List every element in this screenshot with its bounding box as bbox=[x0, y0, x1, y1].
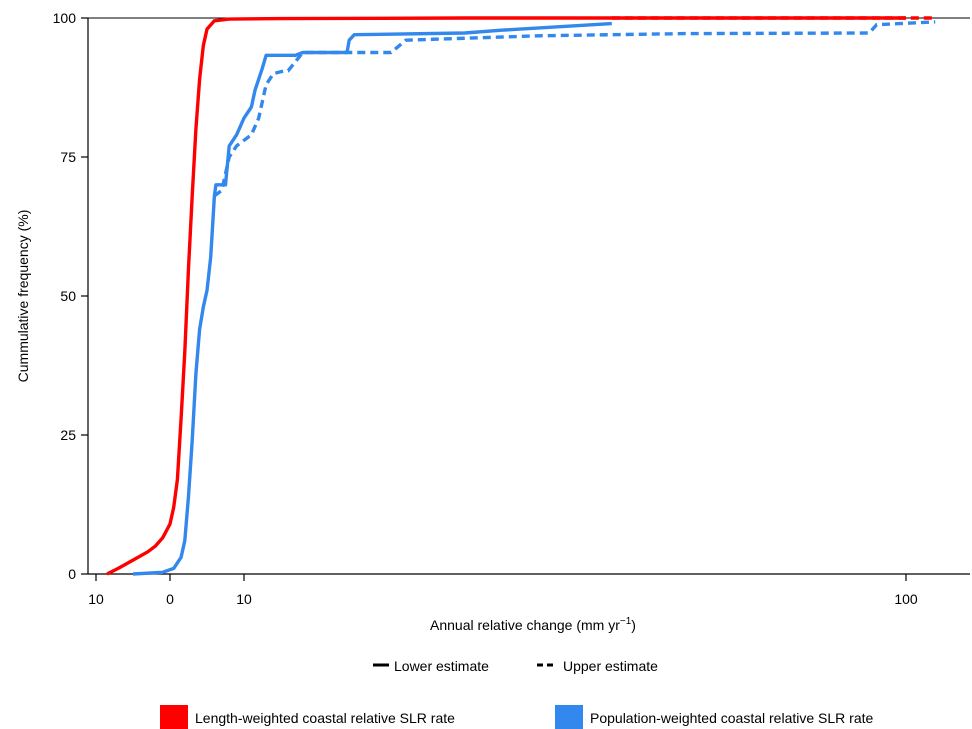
y-tick-label: 100 bbox=[53, 10, 77, 26]
y-tick-label: 75 bbox=[60, 149, 76, 165]
x-axis-title-suffix: ) bbox=[631, 617, 636, 633]
y-tick-label: 50 bbox=[60, 288, 76, 304]
legend-population-weighted-label: Population-weighted coastal relative SLR… bbox=[590, 710, 873, 726]
line-style-legend: Lower estimate Upper estimate bbox=[373, 658, 658, 674]
x-axis-title-superscript: −1 bbox=[620, 616, 632, 627]
y-tick-label: 25 bbox=[60, 427, 76, 443]
legend-length-weighted-label: Length-weighted coastal relative SLR rat… bbox=[195, 710, 455, 726]
legend-length-weighted-swatch bbox=[160, 705, 188, 729]
series-line-1 bbox=[106, 16, 906, 576]
y-axis-ticks: 0 25 50 75 100 bbox=[53, 10, 88, 582]
x-tick-label: 10 bbox=[88, 591, 104, 607]
legend-lower-estimate-label: Lower estimate bbox=[394, 658, 489, 674]
legend-population-weighted-swatch bbox=[555, 705, 583, 729]
x-axis-ticks: 10 0 10 100 bbox=[88, 574, 918, 607]
series-line-3 bbox=[132, 21, 612, 576]
y-tick-label: 0 bbox=[68, 566, 76, 582]
x-tick-label: 10 bbox=[236, 591, 252, 607]
x-tick-label: 100 bbox=[894, 591, 918, 607]
y-axis-title: Cummulative frequency (%) bbox=[15, 210, 31, 383]
legend-upper-estimate-label: Upper estimate bbox=[563, 658, 658, 674]
series-lines bbox=[106, 16, 936, 576]
x-axis-title: Annual relative change (mm yr−1) bbox=[430, 616, 636, 633]
series-line-4 bbox=[213, 20, 936, 198]
x-axis-title-main: Annual relative change (mm yr bbox=[430, 617, 620, 633]
color-legend: Length-weighted coastal relative SLR rat… bbox=[160, 705, 873, 729]
x-tick-label: 0 bbox=[166, 591, 174, 607]
